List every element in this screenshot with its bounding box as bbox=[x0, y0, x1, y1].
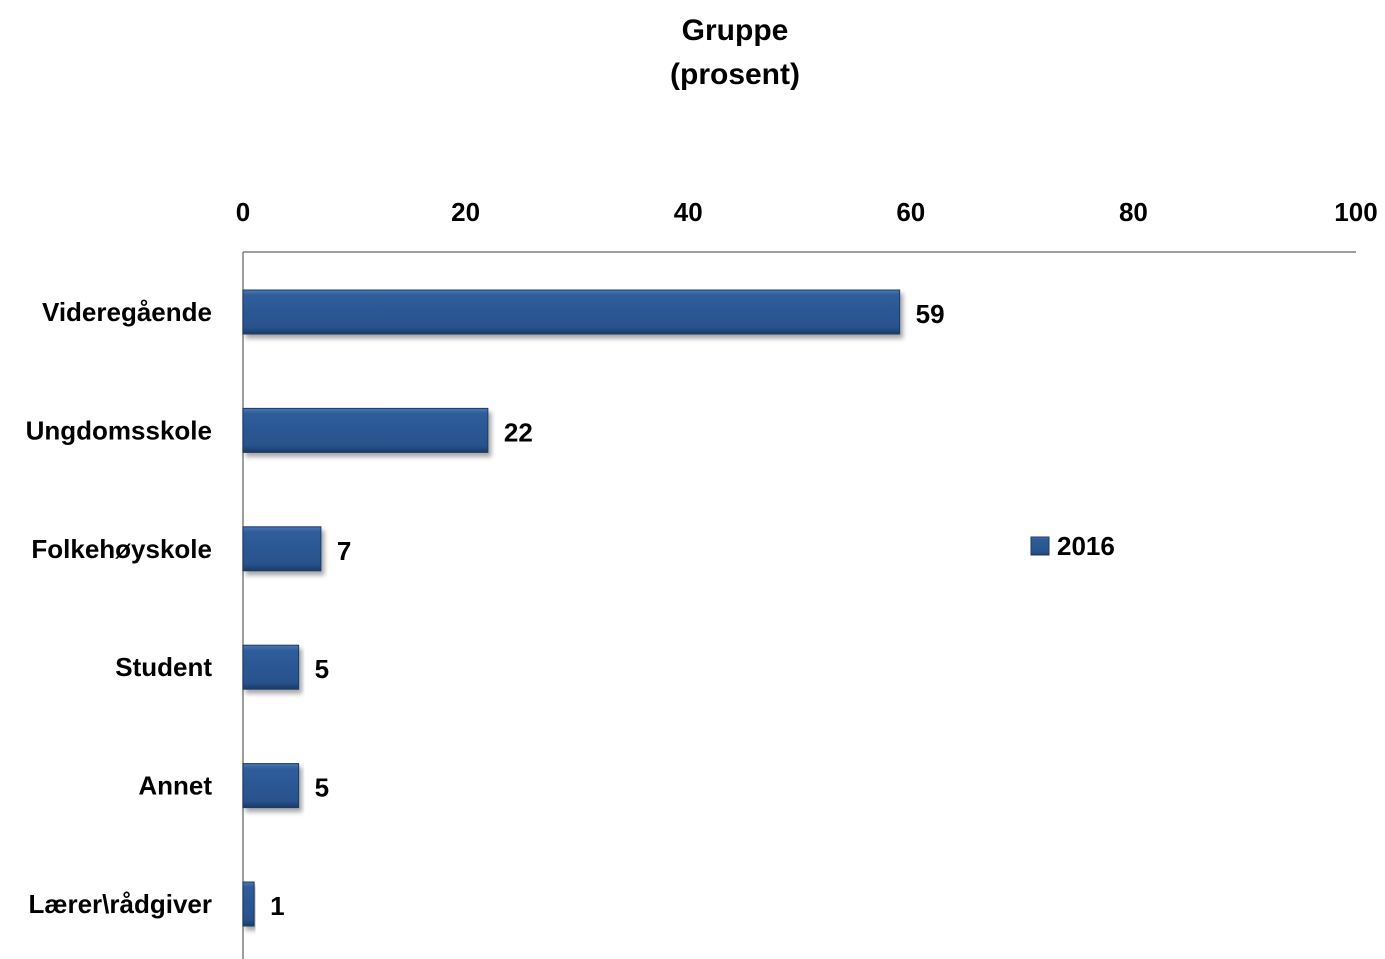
bar bbox=[242, 763, 300, 809]
category-labels: Videregående Ungdomsskole Folkehøyskole Stu… bbox=[26, 297, 213, 919]
bar bbox=[242, 289, 901, 335]
data-label: 1 bbox=[270, 891, 284, 921]
bar bbox=[242, 644, 300, 690]
data-label: 22 bbox=[504, 417, 533, 447]
x-tick-label: 20 bbox=[451, 197, 480, 227]
category-label: Videregående bbox=[42, 297, 212, 327]
x-tick-label: 40 bbox=[674, 197, 703, 227]
chart-title-line-2: (prosent) bbox=[670, 58, 800, 91]
bar bbox=[242, 407, 489, 453]
x-axis-tick-labels: 0 20 40 60 80 100 bbox=[236, 197, 1378, 227]
category-label: Annet bbox=[138, 771, 212, 801]
legend: 2016 bbox=[1030, 531, 1115, 561]
legend-label-2016: 2016 bbox=[1057, 531, 1115, 561]
category-label: Student bbox=[115, 652, 212, 682]
x-tick-label: 100 bbox=[1334, 197, 1377, 227]
category-label: Ungdomsskole bbox=[26, 415, 212, 445]
category-label: Lærer\rådgiver bbox=[28, 889, 212, 919]
x-tick-label: 80 bbox=[1119, 197, 1148, 227]
data-label: 59 bbox=[916, 299, 945, 329]
chart-title-line-1: Gruppe bbox=[682, 14, 789, 47]
data-label: 5 bbox=[315, 654, 329, 684]
bar-series-2016 bbox=[242, 289, 901, 927]
bar bbox=[242, 526, 322, 572]
data-labels: 59 22 7 5 5 1 bbox=[270, 299, 944, 921]
legend-swatch bbox=[1030, 536, 1050, 556]
data-label: 5 bbox=[315, 773, 329, 803]
x-tick-label: 0 bbox=[236, 197, 250, 227]
bar bbox=[242, 881, 255, 927]
data-label: 7 bbox=[337, 536, 351, 566]
x-tick-label: 60 bbox=[896, 197, 925, 227]
category-label: Folkehøyskole bbox=[31, 534, 212, 564]
